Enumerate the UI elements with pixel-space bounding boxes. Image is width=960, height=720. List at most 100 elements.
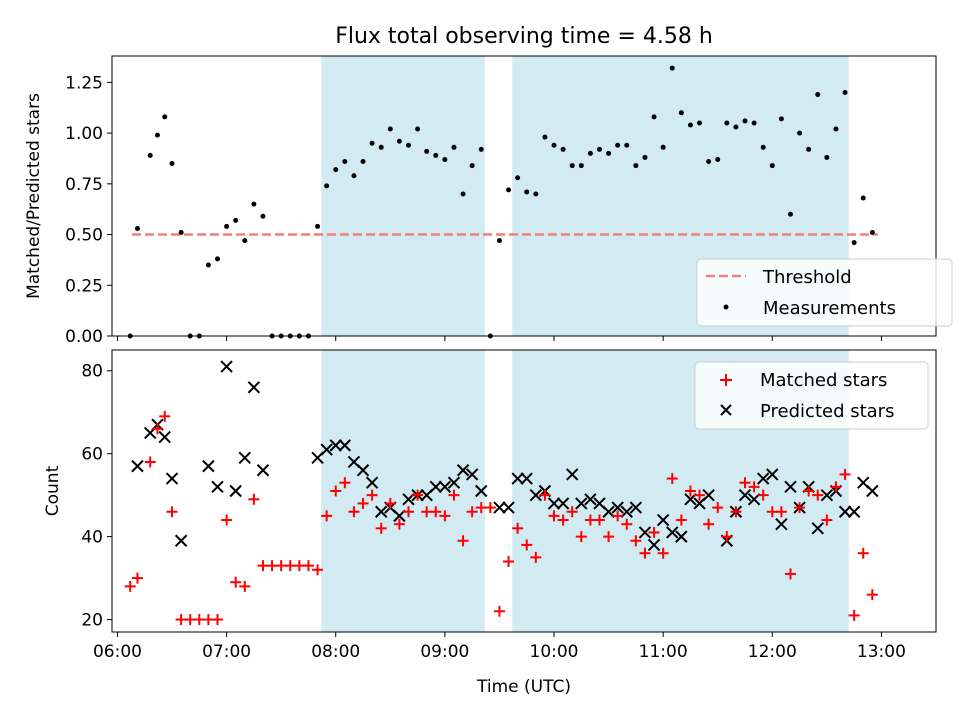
measurement-point — [542, 134, 548, 140]
x-tick-label: 13:00 — [857, 642, 906, 662]
predicted-point — [811, 522, 824, 535]
measurement-point — [242, 238, 248, 244]
measurement-point — [134, 225, 140, 231]
measurement-points — [127, 65, 875, 339]
measurement-point — [669, 65, 675, 71]
measurement-point — [369, 140, 375, 146]
bottom-y-ticks: 20 40 60 80 — [81, 362, 112, 631]
matched-point — [830, 481, 842, 493]
measurement-point — [333, 167, 339, 173]
measurement-point — [551, 142, 557, 148]
measurement-point — [869, 230, 875, 236]
measurement-point — [442, 156, 448, 162]
matched-point — [330, 485, 342, 497]
top-axes-frame — [111, 55, 937, 337]
bottom-x-ticks: 06:00 07:00 08:00 09:00 10:00 11:00 12:00 13:00 — [93, 632, 906, 662]
top-legend: Threshold Measurements — [696, 258, 953, 327]
threshold-legend-label: Threshold — [762, 267, 852, 288]
measurement-point — [387, 126, 393, 132]
measurement-point — [615, 142, 621, 148]
matched-point — [366, 489, 378, 501]
predicted-point — [202, 459, 215, 473]
measurement-point — [205, 262, 211, 268]
measurement-point — [560, 146, 566, 152]
top-y-tick-label: 0.50 — [65, 226, 103, 246]
predicted-point — [866, 484, 879, 498]
measurement-point — [651, 114, 657, 120]
measurement-point — [760, 144, 766, 150]
measurement-point — [360, 159, 366, 165]
bottom-panel: 20 40 60 80 06:00 07:00 08:00 09:00 10:00 11:00 1… — [43, 349, 937, 697]
top-y-tick-label: 0.75 — [65, 175, 103, 195]
matched-point — [466, 506, 478, 518]
measurement-point — [315, 223, 321, 229]
predicted-point — [429, 480, 442, 494]
measurement-point — [642, 154, 648, 160]
predicted-point — [220, 360, 233, 373]
x-tick-label: 07:00 — [202, 642, 251, 662]
predicted-point — [211, 480, 224, 494]
predicted-point — [756, 472, 770, 485]
measurement-point — [415, 126, 421, 132]
predicted-point — [158, 430, 171, 444]
top-y-axis-label: Matched/Predicted stars — [24, 93, 44, 299]
predicted-point — [666, 526, 679, 539]
top-legend-box — [696, 258, 953, 327]
predicted-point — [447, 476, 461, 489]
predicted-point — [838, 505, 852, 518]
predicted-point — [438, 480, 452, 494]
predicted-point — [784, 480, 797, 494]
matched-point — [712, 502, 724, 514]
predicted-point — [675, 530, 688, 543]
measurement-point — [687, 122, 693, 128]
measurement-point — [147, 152, 153, 158]
matched-point — [639, 547, 651, 559]
measurement-point — [778, 116, 784, 122]
measurement-point — [660, 144, 666, 150]
matched-point — [124, 580, 136, 592]
top-x-ticks — [116, 336, 882, 341]
top-y-tick-label: 1.25 — [65, 73, 103, 93]
measurement-point — [724, 120, 730, 126]
measurement-point — [451, 144, 457, 150]
measurement-point — [224, 223, 230, 229]
measurement-point — [624, 142, 630, 148]
matched-point — [675, 514, 687, 526]
matched-point — [848, 609, 860, 621]
matched-point — [721, 531, 733, 543]
predicted-point — [656, 513, 670, 527]
matched-point — [375, 522, 387, 534]
measurement-point — [587, 150, 593, 156]
matched-point — [212, 614, 224, 626]
measurement-point — [842, 90, 848, 96]
measurement-point — [797, 130, 803, 136]
predicted-point — [738, 488, 752, 502]
measurement-point — [469, 163, 475, 169]
bottom-legend: Matched stars Predicted stars — [694, 361, 929, 430]
measurement-point — [524, 189, 530, 195]
predicted-point — [465, 468, 479, 481]
predicted-point — [365, 476, 379, 489]
measurement-point — [769, 163, 775, 169]
measurement-point — [460, 191, 466, 197]
matched-point — [557, 514, 569, 526]
matched-point — [239, 580, 251, 592]
matched-point — [866, 589, 878, 601]
predicted-point — [375, 505, 388, 518]
matched-point — [430, 506, 442, 518]
predicted-point — [520, 472, 533, 485]
matched-point — [803, 485, 815, 497]
matched-point — [144, 456, 156, 468]
matched-point — [739, 477, 751, 489]
measurement-point — [533, 191, 539, 197]
measurement-point — [715, 156, 721, 162]
x-tick-label: 10:00 — [530, 642, 579, 662]
matched-point — [348, 506, 360, 518]
measurement-point — [433, 152, 439, 158]
top-y-tick-label: 0.25 — [65, 276, 103, 296]
matched-point — [248, 493, 260, 505]
predicted-point — [338, 439, 352, 452]
matched-point — [503, 556, 515, 567]
predicted-point — [565, 468, 579, 481]
predicted-point — [556, 497, 570, 510]
